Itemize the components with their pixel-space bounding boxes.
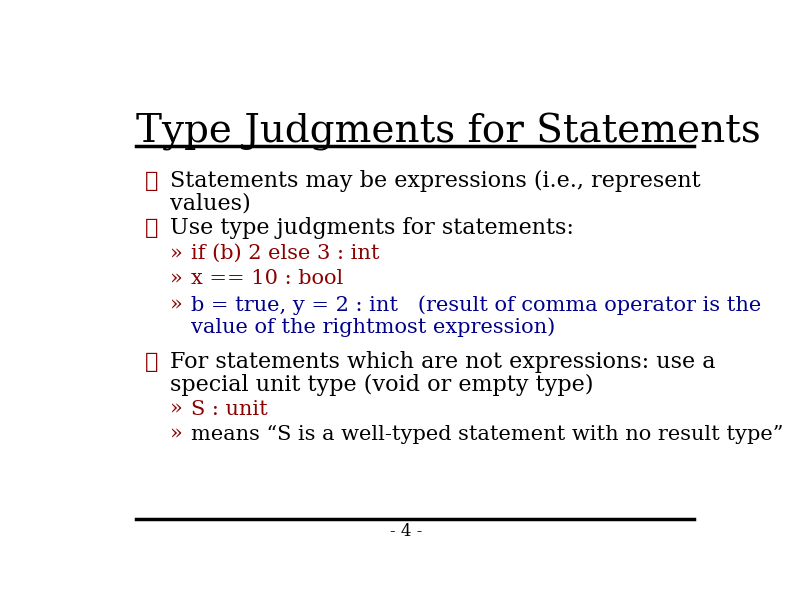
Text: For statements which are not expressions: use a: For statements which are not expressions… [169, 351, 715, 373]
Text: x == 10 : bool: x == 10 : bool [191, 269, 343, 288]
Text: »: » [169, 244, 182, 263]
Text: »: » [169, 269, 182, 288]
Text: - 4 -: - 4 - [390, 523, 422, 540]
Text: »: » [169, 425, 182, 444]
Text: Statements may be expressions (i.e., represent: Statements may be expressions (i.e., rep… [169, 170, 700, 192]
Text: means “S is a well-typed statement with no result type”: means “S is a well-typed statement with … [191, 425, 783, 444]
Text: »: » [169, 400, 182, 419]
Text: b = true, y = 2 : int   (result of comma operator is the: b = true, y = 2 : int (result of comma o… [191, 295, 761, 315]
Text: ❖: ❖ [145, 170, 158, 192]
Text: value of the rightmost expression): value of the rightmost expression) [191, 318, 555, 337]
Text: special unit type (void or empty type): special unit type (void or empty type) [169, 374, 593, 396]
Text: ❖: ❖ [145, 351, 158, 373]
Text: »: » [169, 295, 182, 314]
Text: if (b) 2 else 3 : int: if (b) 2 else 3 : int [191, 244, 379, 263]
Text: Use type judgments for statements:: Use type judgments for statements: [169, 217, 573, 239]
Text: ❖: ❖ [145, 217, 158, 239]
Text: S : unit: S : unit [191, 400, 268, 419]
Text: Type Judgments for Statements: Type Judgments for Statements [136, 113, 760, 152]
Text: values): values) [169, 193, 250, 215]
